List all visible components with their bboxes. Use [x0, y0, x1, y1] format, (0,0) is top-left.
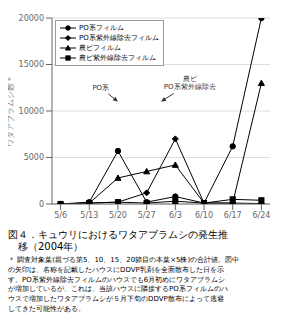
- svg-text:農ビPO系紫外線除去: 農ビPO系紫外線除去: [164, 75, 216, 91]
- svg-text:10000: 10000: [19, 107, 44, 116]
- svg-text:5/6: 5/6: [54, 211, 67, 220]
- svg-text:5/27: 5/27: [138, 211, 156, 220]
- svg-text:5/20: 5/20: [109, 211, 127, 220]
- svg-text:20000: 20000: [19, 14, 44, 23]
- svg-text:15000: 15000: [19, 60, 44, 69]
- html-text:農ビ紫外線除去フィルム: 農ビ紫外線除去フィルム: [79, 54, 156, 62]
- html-text:PO系フィルム: PO系フィルム: [79, 24, 124, 32]
- svg-text:0: 0: [39, 200, 44, 209]
- html-text:農ビフィルム: 農ビフィルム: [79, 44, 121, 52]
- svg-text:5/13: 5/13: [80, 211, 98, 220]
- svg-text:ワタアブラムシ数＊: ワタアブラムシ数＊: [8, 75, 15, 147]
- svg-text:6/3: 6/3: [169, 211, 182, 220]
- svg-text:PO系: PO系: [92, 84, 109, 92]
- svg-text:5000: 5000: [24, 153, 44, 162]
- svg-text:6/24: 6/24: [252, 211, 270, 220]
- html-text:＊ 調査対象葉(親づる第5、10、15、20節目の本葉×5株: ＊ 調査対象葉(親づる第5、10、15、20節目の本葉×5株)の合計値。図中 の…: [8, 256, 240, 313]
- html-text:図４．キュウリにおけるワタアブラムシの発生推 移（2004年: 図４．キュウリにおけるワタアブラムシの発生推 移（2004年）: [8, 229, 228, 252]
- html-text:PO系紫外線除去フィルム: PO系紫外線除去フィルム: [79, 34, 159, 42]
- svg-text:6/10: 6/10: [195, 211, 213, 220]
- svg-text:6/17: 6/17: [224, 211, 242, 220]
